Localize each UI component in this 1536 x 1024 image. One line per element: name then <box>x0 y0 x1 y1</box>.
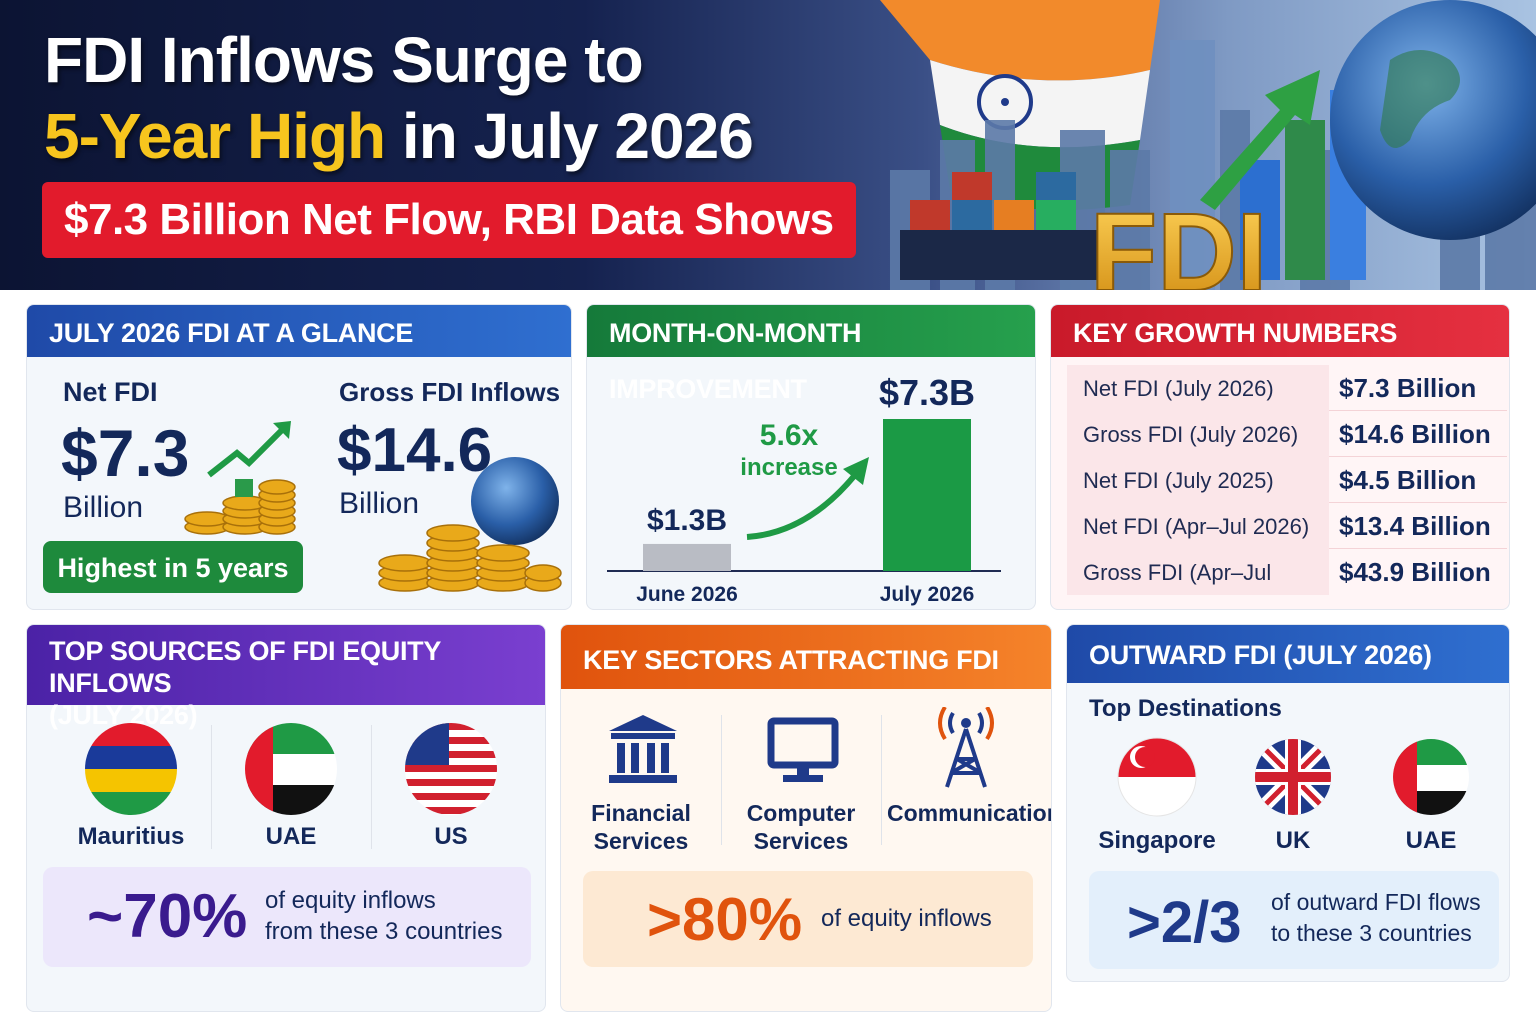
net-fdi-value: $7.3 <box>61 416 190 490</box>
title-line-1: FDI Inflows Surge to <box>44 24 644 96</box>
uae-flag-icon <box>1393 739 1469 815</box>
country-label-uae: UAE <box>1405 827 1457 854</box>
sector-financial-line-2: Services <box>593 828 689 854</box>
title-line-2: 5-Year High in July 2026 <box>44 98 754 174</box>
net-fdi-label: Net FDI <box>63 377 158 407</box>
country-label-uae: UAE <box>265 823 317 850</box>
row-value: $43.9 Billion <box>1339 557 1491 587</box>
country-label-uk: UK <box>1275 827 1311 854</box>
table-row: Gross FDI (July 2026) $14.6 Billion <box>1067 411 1507 457</box>
page-title: FDI Inflows Surge to 5-Year High in July… <box>44 22 754 174</box>
tower-icon <box>938 707 994 788</box>
row-value: $7.3 Billion <box>1339 373 1477 403</box>
title-highlight: 5-Year High <box>44 100 386 172</box>
monitor-icon <box>767 717 839 782</box>
up-arrow-icon <box>1200 70 1320 210</box>
row-label: Net FDI (July 2025) <box>1067 457 1329 503</box>
sources-stat-box: ~70% of equity inflows from these 3 coun… <box>43 867 531 967</box>
data-label-july: $7.3B <box>879 372 975 413</box>
sector-label-communication: Communication <box>887 800 1052 826</box>
coins-growth-icon <box>184 421 296 535</box>
country-label-singapore: Singapore <box>1098 827 1216 854</box>
mom-bar-chart: $1.3B $7.3B June 2026 July 2026 5.6x inc… <box>607 372 1001 606</box>
highest-badge: Highest in 5 years <box>43 541 303 593</box>
sectors-stat-value: >80% <box>647 886 803 953</box>
outward-stat-value: >2/3 <box>1127 890 1242 955</box>
bank-icon <box>609 715 677 783</box>
country-label-us: US <box>434 823 468 850</box>
table-row: Net FDI (July 2025) $4.5 Billion <box>1067 457 1507 503</box>
outward-stat-line-2: to these 3 countries <box>1271 920 1472 946</box>
key-numbers-panel: KEY GROWTH NUMBERS Net FDI (July 2026) $… <box>1050 304 1510 610</box>
row-value: $14.6 Billion <box>1339 419 1491 449</box>
row-value: $13.4 Billion <box>1339 511 1491 541</box>
sector-label-computer: Computer Services <box>731 799 871 855</box>
gross-fdi-value: $14.6 <box>337 416 493 485</box>
increase-value: 5.6x <box>760 419 819 452</box>
table-row: Net FDI (July 2026) $7.3 Billion <box>1067 365 1507 411</box>
sectors-stat-text: of equity inflows <box>821 905 992 932</box>
data-label-june: $1.3B <box>647 504 727 537</box>
glance-panel: JULY 2026 FDI AT A GLANCE Net FDI $7.3 B… <box>26 304 572 610</box>
subtitle-banner: $7.3 Billion Net Flow, RBI Data Shows <box>42 182 856 258</box>
sources-stat-value: ~70% <box>87 882 248 951</box>
outward-stat-line-1: of outward FDI flows <box>1271 889 1481 915</box>
us-flag-icon <box>405 723 497 815</box>
row-value: $4.5 Billion <box>1339 465 1477 495</box>
sector-label-financial: Financial Services <box>571 799 711 855</box>
outward-subheading: Top Destinations <box>1089 695 1282 722</box>
mom-heading: MONTH-ON-MONTH IMPROVEMENT <box>587 305 1035 404</box>
hero-illustration: FDI <box>880 0 1536 290</box>
table-row: Gross FDI (Apr–Jul 2026) $43.9 Billion <box>1067 549 1507 609</box>
bar-july-2026 <box>883 419 971 571</box>
sources-panel: TOP SOURCES OF FDI EQUITY INFLOWS (JULY … <box>26 624 546 1012</box>
increase-label: increase <box>740 454 837 481</box>
mom-panel: MONTH-ON-MONTH IMPROVEMENT $1.3B $7.3B J… <box>586 304 1036 610</box>
sources-stat-text: of equity inflows from these 3 countries <box>265 885 502 947</box>
outward-heading: OUTWARD FDI (JULY 2026) <box>1067 625 1509 683</box>
net-fdi-unit: Billion <box>63 491 144 524</box>
country-label-mauritius: Mauritius <box>77 823 185 850</box>
sectors-panel: KEY SECTORS ATTRACTING FDI Financial Ser… <box>560 624 1052 1012</box>
sector-financial-line-1: Financial <box>591 800 691 826</box>
key-numbers-heading: KEY GROWTH NUMBERS <box>1051 305 1509 357</box>
outward-panel: OUTWARD FDI (JULY 2026) Top Destinations… <box>1066 624 1510 982</box>
tick-label-july: July 2026 <box>880 583 975 606</box>
sector-computer-line-1: Computer <box>746 800 856 826</box>
sources-stat-line-1: of equity inflows <box>265 887 436 914</box>
uae-flag-icon <box>245 723 337 815</box>
increase-arrow-icon <box>746 473 858 540</box>
row-label: Gross FDI (July 2026) <box>1067 411 1329 457</box>
sources-stat-line-2: from these 3 countries <box>265 918 503 945</box>
singapore-flag-icon <box>1117 737 1197 817</box>
gross-fdi-unit: Billion <box>339 487 420 520</box>
sector-computer-line-2: Services <box>753 828 849 854</box>
title-rest: in July 2026 <box>385 100 754 172</box>
table-row: Net FDI (Apr–Jul 2026) $13.4 Billion <box>1067 503 1507 549</box>
sectors-stat-box: >80% of equity inflows <box>583 871 1033 967</box>
fdi-3d-text: FDI <box>1090 191 1267 290</box>
outward-stat-text: of outward FDI flows to these 3 countrie… <box>1271 887 1481 949</box>
row-label: Gross FDI (Apr–Jul 2026) <box>1067 549 1329 609</box>
tick-label-june: June 2026 <box>636 583 738 606</box>
sectors-heading: KEY SECTORS ATTRACTING FDI <box>561 625 1051 689</box>
cargo-ship-icon <box>900 172 1100 280</box>
outward-stat-box: >2/3 of outward FDI flows to these 3 cou… <box>1089 871 1499 969</box>
globe-coins-icon <box>378 457 562 592</box>
row-label: Net FDI (July 2026) <box>1067 365 1329 411</box>
sources-heading: TOP SOURCES OF FDI EQUITY INFLOWS (JULY … <box>27 625 545 730</box>
hero-banner: FDI FDI Inflows Surge to 5-Year High in … <box>0 0 1536 290</box>
glance-heading: JULY 2026 FDI AT A GLANCE <box>27 305 571 357</box>
row-label: Net FDI (Apr–Jul 2026) <box>1067 503 1329 549</box>
bar-june-2026 <box>643 543 731 571</box>
mauritius-flag-icon <box>85 723 177 815</box>
globe-icon <box>1330 0 1536 240</box>
sources-heading-line-1: TOP SOURCES OF FDI EQUITY INFLOWS <box>49 636 441 698</box>
gross-fdi-label: Gross FDI Inflows <box>339 377 561 407</box>
uk-flag-icon <box>1255 739 1331 815</box>
